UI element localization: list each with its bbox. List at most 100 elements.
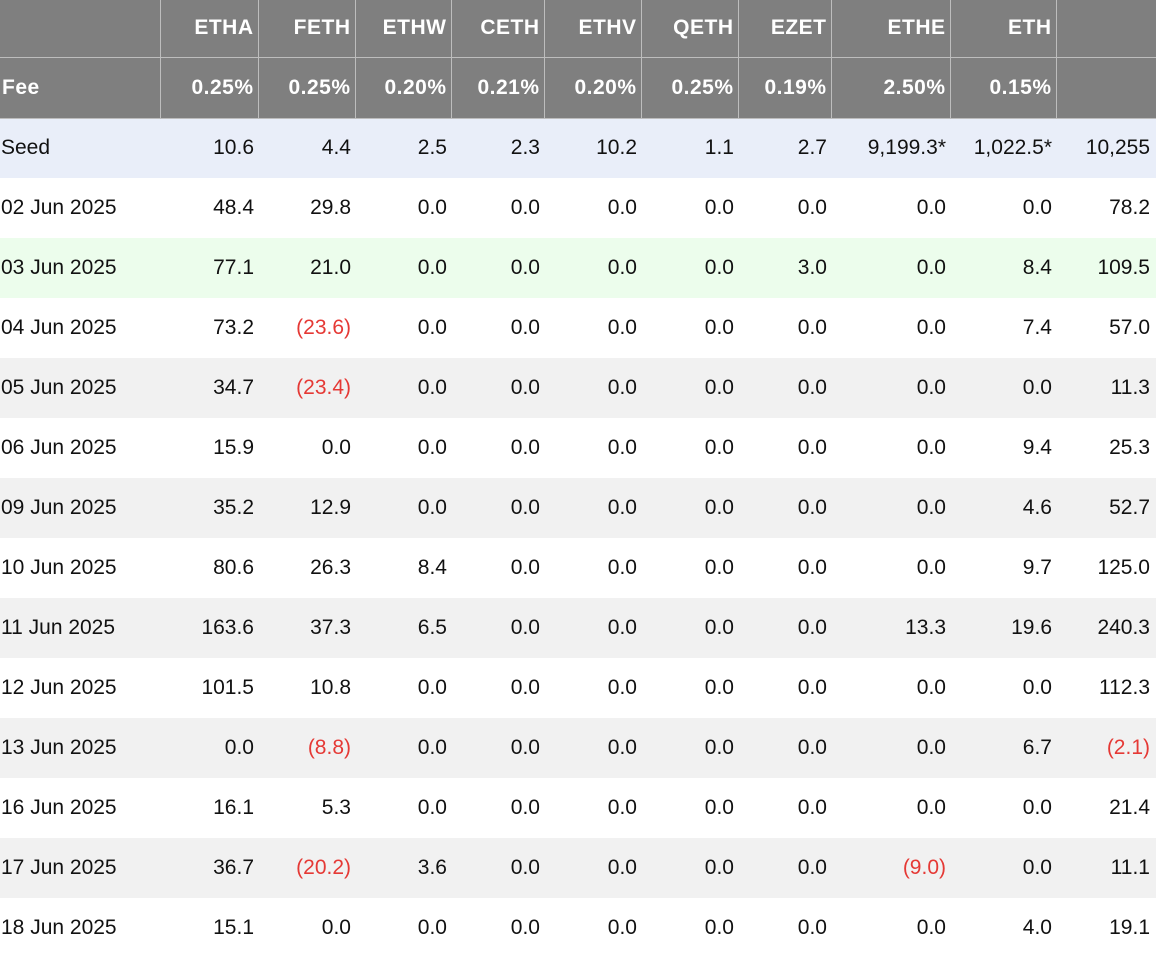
cell-ceth: 0.0 [451, 538, 544, 598]
cell-etha: 35.2 [160, 478, 258, 538]
cell-ethe: 9,199.3* [831, 118, 950, 178]
cell-ethw: 0.0 [355, 658, 451, 718]
cell-ezet: 0.0 [738, 298, 831, 358]
table-row: 12 Jun 2025 101.5 10.8 0.0 0.0 0.0 0.0 0.0 0.0 0.… [0, 658, 1156, 718]
cell-qeth: 0.0 [641, 298, 738, 358]
cell-ethw: 0.0 [355, 358, 451, 418]
row-date-cell: 04 Jun 2025 [0, 298, 160, 358]
cell-feth: 29.8 [258, 178, 355, 238]
cell-total: 240.3 [1056, 598, 1156, 658]
cell-eth: 0.0 [950, 778, 1056, 838]
cell-total: 11.1 [1056, 838, 1156, 898]
row-date-cell: 16 Jun 2025 [0, 778, 160, 838]
cell-eth: 19.6 [950, 598, 1056, 658]
cell-ezet: 0.0 [738, 778, 831, 838]
cell-feth: 0.0 [258, 418, 355, 478]
cell-etha: 48.4 [160, 178, 258, 238]
cell-qeth: 0.0 [641, 718, 738, 778]
column-header-ethw: ETHW [355, 0, 452, 58]
row-date-cell: 06 Jun 2025 [0, 418, 160, 478]
cell-qeth: 0.0 [641, 658, 738, 718]
cell-eth: 6.7 [950, 718, 1056, 778]
cell-eth: 8.4 [950, 238, 1056, 298]
cell-ezet: 3.0 [738, 238, 831, 298]
fee-ezet: 0.19% [738, 57, 832, 119]
cell-ethe: 0.0 [831, 718, 950, 778]
cell-total: (2.1) [1056, 718, 1156, 778]
cell-ethe: 0.0 [831, 658, 950, 718]
table-row: 04 Jun 2025 73.2 (23.6) 0.0 0.0 0.0 0.0 0.0 0.0 7… [0, 298, 1156, 358]
fee-qeth: 0.25% [641, 57, 739, 119]
ticker-header-row: ETHA FETH ETHW CETH ETHV QETH EZET ETHE … [0, 0, 1156, 58]
cell-ethe: 0.0 [831, 238, 950, 298]
cell-ethw: 0.0 [355, 898, 451, 958]
cell-ceth: 0.0 [451, 358, 544, 418]
cell-feth: 21.0 [258, 238, 355, 298]
cell-ezet: 0.0 [738, 358, 831, 418]
cell-ethe: 0.0 [831, 478, 950, 538]
cell-eth: 0.0 [950, 838, 1056, 898]
cell-ceth: 0.0 [451, 238, 544, 298]
row-date-cell: 11 Jun 2025 [0, 598, 160, 658]
cell-ethe: (9.0) [831, 838, 950, 898]
cell-ceth: 0.0 [451, 598, 544, 658]
cell-ethw: 0.0 [355, 238, 451, 298]
cell-qeth: 0.0 [641, 478, 738, 538]
cell-eth: 0.0 [950, 178, 1056, 238]
cell-ethv: 0.0 [544, 778, 641, 838]
cell-ethv: 0.0 [544, 478, 641, 538]
cell-feth: (23.4) [258, 358, 355, 418]
seed-row: Seed 10.6 4.4 2.5 2.3 10.2 1.1 2.7 9,199.3* 1,022… [0, 118, 1156, 178]
cell-ethw: 0.0 [355, 178, 451, 238]
row-date-cell: Seed [0, 118, 160, 178]
row-date-cell: 10 Jun 2025 [0, 538, 160, 598]
cell-ethv: 0.0 [544, 898, 641, 958]
cell-feth: (8.8) [258, 718, 355, 778]
table-row: 16 Jun 2025 16.1 5.3 0.0 0.0 0.0 0.0 0.0 0.0 0.0 2… [0, 778, 1156, 838]
cell-total: 112.3 [1056, 658, 1156, 718]
cell-total: 11.3 [1056, 358, 1156, 418]
cell-ezet: 0.0 [738, 478, 831, 538]
cell-ezet: 0.0 [738, 658, 831, 718]
cell-eth: 4.6 [950, 478, 1056, 538]
fee-row-label: Fee [0, 57, 161, 119]
cell-ceth: 2.3 [451, 118, 544, 178]
cell-ethe: 0.0 [831, 538, 950, 598]
cell-ethv: 0.0 [544, 298, 641, 358]
cell-qeth: 0.0 [641, 898, 738, 958]
cell-eth: 4.0 [950, 898, 1056, 958]
fee-feth: 0.25% [258, 57, 356, 119]
table-row: 05 Jun 2025 34.7 (23.4) 0.0 0.0 0.0 0.0 0.0 0.0 0… [0, 358, 1156, 418]
cell-etha: 16.1 [160, 778, 258, 838]
cell-ceth: 0.0 [451, 478, 544, 538]
table-row: 13 Jun 2025 0.0 (8.8) 0.0 0.0 0.0 0.0 0.0 0.0 6.7… [0, 718, 1156, 778]
cell-etha: 34.7 [160, 358, 258, 418]
cell-eth: 0.0 [950, 358, 1056, 418]
cell-ethw: 8.4 [355, 538, 451, 598]
row-date-cell: 12 Jun 2025 [0, 658, 160, 718]
cell-feth: 12.9 [258, 478, 355, 538]
cell-etha: 36.7 [160, 838, 258, 898]
cell-qeth: 0.0 [641, 178, 738, 238]
cell-ethv: 0.0 [544, 238, 641, 298]
cell-ethe: 0.0 [831, 778, 950, 838]
cell-feth: 4.4 [258, 118, 355, 178]
column-header-ezet: EZET [738, 0, 832, 58]
cell-eth: 7.4 [950, 298, 1056, 358]
cell-ethe: 0.0 [831, 298, 950, 358]
cell-ezet: 0.0 [738, 598, 831, 658]
fee-eth: 0.15% [950, 57, 1057, 119]
table-row: 03 Jun 2025 77.1 21.0 0.0 0.0 0.0 0.0 3.0 0.0 8.4… [0, 238, 1156, 298]
cell-ceth: 0.0 [451, 178, 544, 238]
column-header-ethe: ETHE [831, 0, 951, 58]
cell-total: 52.7 [1056, 478, 1156, 538]
cell-ethe: 0.0 [831, 898, 950, 958]
cell-ethw: 6.5 [355, 598, 451, 658]
cell-eth: 1,022.5* [950, 118, 1056, 178]
cell-total: 19.1 [1056, 898, 1156, 958]
cell-ethw: 0.0 [355, 718, 451, 778]
cell-total: 109.5 [1056, 238, 1156, 298]
cell-total: 25.3 [1056, 418, 1156, 478]
cell-ezet: 0.0 [738, 838, 831, 898]
cell-ethw: 0.0 [355, 778, 451, 838]
